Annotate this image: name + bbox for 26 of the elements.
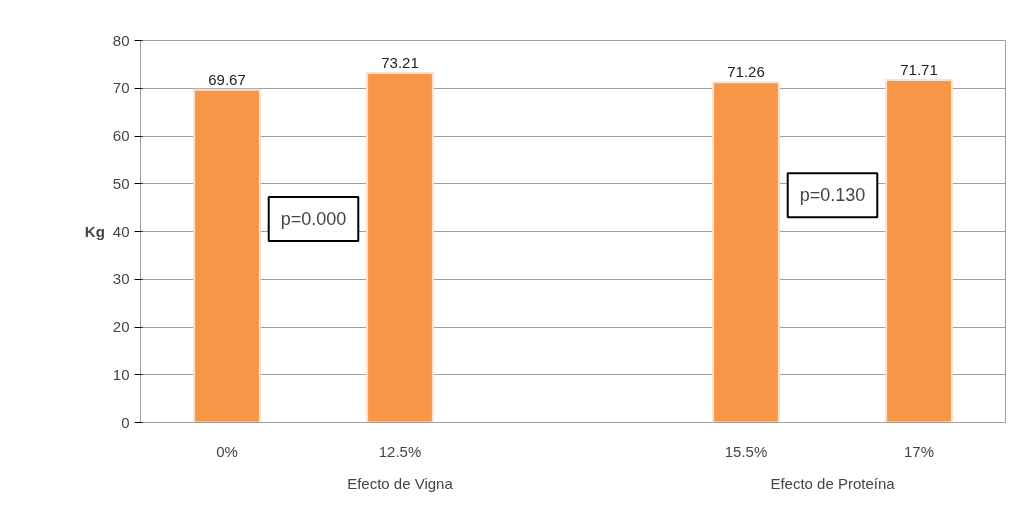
annotation: p=0.130 [799, 185, 866, 206]
y-axis-title: Kg [84, 223, 105, 240]
data-label: 73.21 [381, 53, 419, 71]
bar [193, 88, 261, 423]
y-tick-label: 70 [112, 79, 130, 97]
y-tick-label: 60 [112, 127, 130, 144]
bar [885, 79, 953, 423]
y-tick-label: 40 [112, 222, 130, 240]
bar [712, 81, 780, 423]
x-tick-label: 0% [216, 442, 238, 460]
x-tick-label: 15.5% [724, 442, 768, 460]
y-tick-label: 10 [112, 365, 130, 383]
y-tick-label: 0 [121, 413, 130, 431]
y-tick-label: 80 [112, 31, 130, 49]
x-tick-label: 17% [903, 442, 935, 460]
data-label: 69.67 [208, 70, 246, 88]
annotation: p=0.000 [280, 209, 347, 230]
bar [366, 71, 434, 423]
y-tick-label: 20 [112, 318, 130, 335]
y-tick-label: 50 [112, 174, 130, 192]
text: Efecto de Proteína [770, 474, 896, 492]
y-tick-label: 30 [112, 270, 130, 288]
text: Efecto de Vigna [347, 474, 454, 492]
data-label: 71.71 [900, 61, 938, 79]
data-label: 71.26 [727, 63, 765, 81]
x-tick-label: 12.5% [378, 442, 422, 460]
